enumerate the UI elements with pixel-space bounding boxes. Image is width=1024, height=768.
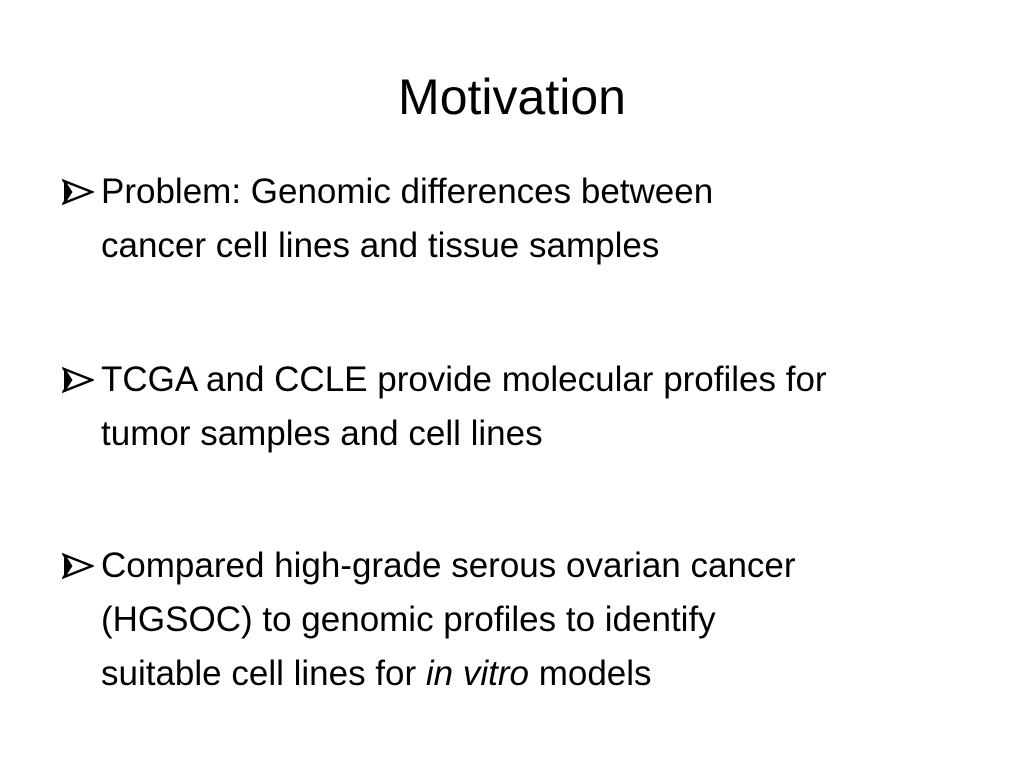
bullet-line: tumor samples and cell lines [101, 414, 543, 453]
italic-text: in vitro [425, 654, 529, 693]
bullet-line: suitable cell lines for in vitro models [101, 647, 652, 701]
bullet-line: (HGSOC) to genomic profiles to identify [101, 600, 716, 639]
bullet-line: Compared high-grade serous ovarian cance… [101, 546, 796, 585]
text: models [538, 654, 652, 693]
bullet-arrow [62, 179, 94, 205]
bullet-arrow [62, 367, 94, 393]
slide-title: Motivation [398, 69, 626, 125]
bullet-line: Problem: Genomic differences between [101, 172, 714, 211]
text: suitable cell lines for [101, 654, 417, 693]
bullet-line: cancer cell lines and tissue samples [101, 226, 660, 265]
bullet-line: TCGA and CCLE provide molecular profiles… [101, 360, 827, 399]
bullet-arrow [62, 553, 94, 579]
